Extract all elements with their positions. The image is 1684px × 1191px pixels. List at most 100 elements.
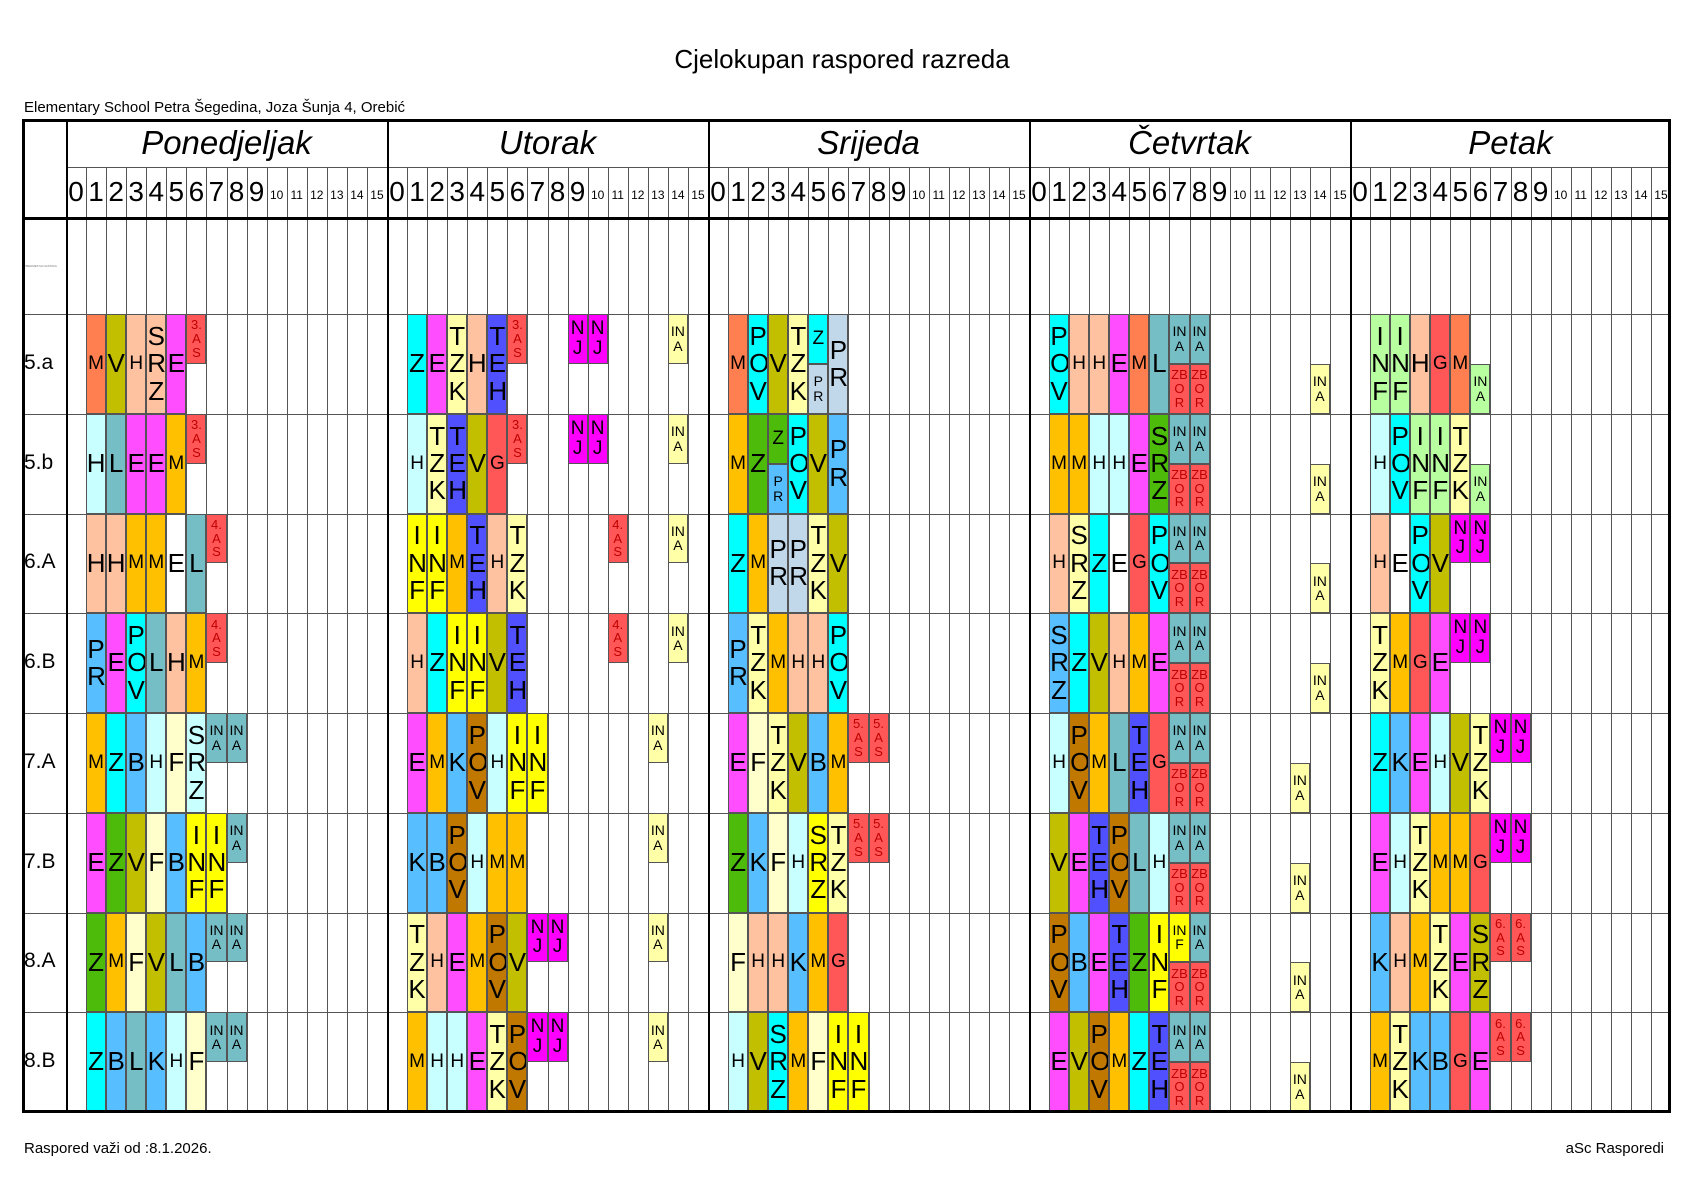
lesson-cell[interactable]: TEH <box>507 613 528 713</box>
lesson-cell[interactable]: E <box>1450 912 1471 1013</box>
lesson-cell[interactable]: INA <box>206 713 227 763</box>
lesson-cell[interactable]: POV <box>467 713 488 813</box>
lesson-cell[interactable]: ZBOR <box>1189 663 1210 713</box>
lesson-cell[interactable]: INA <box>647 713 668 763</box>
lesson-cell[interactable]: K <box>447 713 468 813</box>
lesson-cell[interactable]: G <box>1450 1012 1471 1112</box>
lesson-cell[interactable]: K <box>1370 912 1391 1013</box>
lesson-cell[interactable]: M <box>1410 912 1431 1013</box>
lesson-cell[interactable]: INA <box>667 314 688 364</box>
lesson-cell[interactable]: Z <box>1129 1012 1150 1112</box>
lesson-cell[interactable]: B <box>1069 912 1090 1013</box>
lesson-cell[interactable]: E <box>467 1012 488 1112</box>
lesson-cell[interactable]: E <box>1370 812 1391 913</box>
lesson-cell[interactable]: 6.AS <box>1510 912 1531 963</box>
lesson-cell[interactable]: V <box>467 413 488 514</box>
lesson-cell[interactable]: INA <box>226 812 247 863</box>
lesson-cell[interactable]: H <box>1410 314 1431 414</box>
lesson-cell[interactable]: ZBOR <box>1189 1062 1210 1112</box>
lesson-cell[interactable]: NJ <box>1490 713 1511 763</box>
lesson-cell[interactable]: TZK <box>507 513 528 614</box>
lesson-cell[interactable]: Z <box>1069 613 1090 713</box>
lesson-cell[interactable]: M <box>407 1012 428 1112</box>
lesson-cell[interactable]: Z <box>1129 912 1150 1013</box>
lesson-cell[interactable]: 6.AS <box>1490 1012 1511 1063</box>
lesson-cell[interactable]: M <box>1129 613 1150 713</box>
lesson-cell[interactable]: PR <box>728 613 749 713</box>
lesson-cell[interactable]: Z <box>728 812 749 913</box>
lesson-cell[interactable]: NJ <box>1510 812 1531 863</box>
lesson-cell[interactable]: 5.AS <box>868 713 889 763</box>
lesson-cell[interactable]: F <box>728 912 749 1013</box>
lesson-cell[interactable]: H <box>447 1012 468 1112</box>
lesson-cell[interactable]: F <box>146 812 167 913</box>
lesson-cell[interactable]: V <box>1049 812 1070 913</box>
lesson-cell[interactable]: E <box>427 314 448 414</box>
lesson-cell[interactable]: INA <box>1189 314 1210 364</box>
lesson-cell[interactable]: H <box>407 613 428 713</box>
lesson-cell[interactable]: Z <box>106 812 127 913</box>
lesson-cell[interactable]: NJ <box>1510 713 1531 763</box>
lesson-cell[interactable]: NJ <box>1470 513 1491 564</box>
lesson-cell[interactable]: INF <box>467 613 488 713</box>
lesson-cell[interactable]: TZK <box>1410 812 1431 913</box>
lesson-cell[interactable]: L <box>1129 812 1150 913</box>
lesson-cell[interactable]: 4.AS <box>206 513 227 564</box>
lesson-cell[interactable]: TZK <box>407 912 428 1013</box>
lesson-cell[interactable]: E <box>728 713 749 813</box>
lesson-cell[interactable]: L <box>1149 314 1170 414</box>
lesson-cell[interactable]: POV <box>487 912 508 1013</box>
lesson-cell[interactable]: INA <box>1470 463 1491 514</box>
lesson-cell[interactable]: INA <box>206 1012 227 1063</box>
lesson-cell[interactable]: G <box>1149 713 1170 813</box>
lesson-cell[interactable]: H <box>1109 413 1130 514</box>
lesson-cell[interactable]: NJ <box>527 1012 548 1063</box>
lesson-cell[interactable]: F <box>186 1012 207 1112</box>
lesson-cell[interactable]: M <box>788 1012 809 1112</box>
lesson-cell[interactable]: INA <box>1169 314 1190 364</box>
lesson-cell[interactable]: INF <box>507 713 528 813</box>
lesson-cell[interactable]: E <box>447 912 468 1013</box>
lesson-cell[interactable]: INA <box>1169 513 1190 564</box>
lesson-cell[interactable]: INF <box>828 1012 849 1112</box>
lesson-cell[interactable]: H <box>1149 812 1170 913</box>
lesson-cell[interactable]: H <box>407 413 428 514</box>
lesson-cell[interactable]: INA <box>1169 713 1190 763</box>
lesson-cell[interactable]: E <box>1109 513 1130 614</box>
lesson-cell[interactable]: H <box>1430 713 1451 813</box>
lesson-cell[interactable]: H <box>1049 713 1070 813</box>
lesson-cell[interactable]: TZK <box>768 713 789 813</box>
lesson-cell[interactable]: INA <box>1309 663 1330 713</box>
lesson-cell[interactable]: ZBOR <box>1169 463 1190 514</box>
lesson-cell[interactable]: ZBOR <box>1169 862 1190 913</box>
lesson-cell[interactable]: H <box>166 1012 187 1112</box>
lesson-cell[interactable]: E <box>146 413 167 514</box>
lesson-cell[interactable]: 5.AS <box>868 812 889 863</box>
lesson-cell[interactable]: INA <box>1289 762 1310 813</box>
lesson-cell[interactable]: H <box>166 613 187 713</box>
lesson-cell[interactable]: V <box>1450 713 1471 813</box>
lesson-cell[interactable]: ZBOR <box>1169 663 1190 713</box>
lesson-cell[interactable]: POV <box>1049 314 1070 414</box>
lesson-cell[interactable]: INF <box>427 513 448 614</box>
lesson-cell[interactable]: SRZ <box>1149 413 1170 514</box>
lesson-cell[interactable]: F <box>808 1012 829 1112</box>
lesson-cell[interactable]: B <box>106 1012 127 1112</box>
lesson-cell[interactable]: E <box>1410 713 1431 813</box>
lesson-cell[interactable]: ZBOR <box>1189 762 1210 813</box>
lesson-cell[interactable]: M <box>447 513 468 614</box>
lesson-cell[interactable]: E <box>1390 513 1411 614</box>
lesson-cell[interactable]: INF <box>1169 912 1190 963</box>
lesson-cell[interactable]: H <box>86 413 107 514</box>
lesson-cell[interactable]: 4.AS <box>607 513 628 564</box>
lesson-cell[interactable]: INA <box>206 912 227 963</box>
lesson-cell[interactable]: E <box>407 713 428 813</box>
lesson-cell[interactable]: INA <box>226 713 247 763</box>
lesson-cell[interactable]: TZK <box>808 513 829 614</box>
lesson-cell[interactable]: TEH <box>1089 812 1110 913</box>
lesson-cell[interactable]: INA <box>1309 363 1330 414</box>
lesson-cell[interactable]: V <box>1089 613 1110 713</box>
lesson-cell[interactable]: H <box>1109 613 1130 713</box>
lesson-cell[interactable]: INA <box>667 613 688 664</box>
lesson-cell[interactable]: B <box>126 713 147 813</box>
